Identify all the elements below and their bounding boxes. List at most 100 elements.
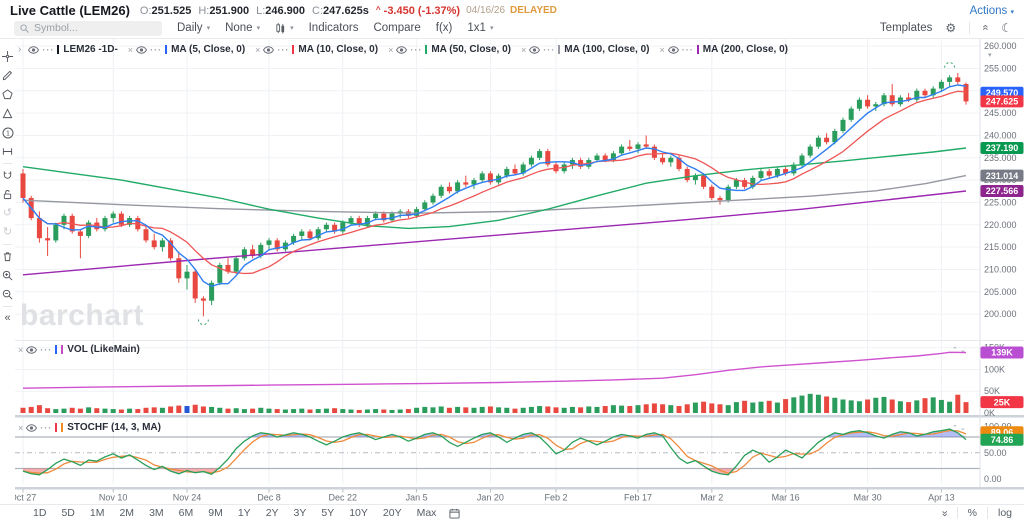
close-icon[interactable]: ×	[255, 44, 261, 55]
compare-button[interactable]: Compare	[373, 22, 421, 34]
triangle-icon[interactable]	[0, 104, 15, 123]
symbol-title: Live Cattle (LEM26)	[10, 3, 130, 18]
scroll-to-recent-icon[interactable]: »	[938, 510, 951, 516]
range-button-5y[interactable]: 5Y	[321, 507, 335, 519]
chart-type-select[interactable]: ▾	[275, 22, 294, 34]
quote-change: ^ -3.450 (-1.37%)	[375, 4, 461, 17]
collapse-up-icon[interactable]: »	[979, 25, 992, 31]
indicators-button[interactable]: Indicators	[308, 22, 359, 34]
volume-pane-resize-icons[interactable]: ⌃⌄	[952, 347, 968, 354]
legend-label: STOCHF (14, 3, MA)	[67, 422, 161, 433]
close-icon[interactable]: ×	[18, 344, 24, 355]
eye-icon[interactable]	[396, 45, 408, 54]
close-icon[interactable]: ×	[127, 44, 134, 55]
stoch-pane[interactable]	[15, 428, 980, 476]
eye-icon[interactable]	[529, 45, 541, 54]
range-button-20y[interactable]: 20Y	[382, 507, 402, 519]
pattern-icon[interactable]	[0, 142, 15, 161]
axis-badge	[980, 346, 1024, 359]
axis-badge	[980, 396, 1024, 409]
tool-select[interactable]: None ▾	[225, 22, 261, 34]
zoom-in-icon[interactable]	[0, 266, 15, 285]
calendar-icon[interactable]	[449, 508, 460, 519]
range-button-1m[interactable]: 1M	[89, 507, 105, 519]
svg-text:Mar 30: Mar 30	[854, 493, 882, 503]
zoom-out-icon[interactable]	[0, 285, 15, 304]
series-color-swatch	[165, 45, 168, 54]
range-button-10y[interactable]: 10Y	[349, 507, 368, 519]
close-icon[interactable]: ×	[521, 44, 527, 55]
grid-layout-select[interactable]: 1x1 ▾	[467, 22, 494, 34]
more-options-icon[interactable]: ···	[543, 44, 556, 55]
settings-gear-icon[interactable]: ⚙	[945, 21, 957, 35]
dark-mode-moon-icon[interactable]: ☾	[1001, 21, 1012, 35]
more-options-icon[interactable]: ···	[277, 44, 290, 55]
magnet-icon[interactable]	[0, 166, 15, 185]
rail-divider	[3, 163, 12, 164]
range-button-max[interactable]: Max	[416, 507, 437, 519]
search-input[interactable]: Symbol...	[14, 20, 162, 36]
price-pane[interactable]	[20, 62, 969, 325]
volume-pane[interactable]	[20, 351, 969, 413]
close-icon[interactable]: ×	[18, 422, 24, 433]
percent-scale-button[interactable]: %	[967, 507, 977, 519]
undo-icon[interactable]: ↺	[2, 207, 13, 219]
time-axis[interactable]: Oct 27 Nov 10 Nov 24 Dec 8 Dec 22 Jan 5 Jan 20…	[15, 489, 955, 503]
stoch-pane-resize-icons[interactable]: ⌃⌄	[952, 425, 968, 432]
shapes-icon[interactable]	[0, 85, 15, 104]
period-select[interactable]: Daily ▾	[177, 22, 211, 34]
signal-marker	[944, 62, 956, 68]
range-button-6m[interactable]: 6M	[178, 507, 194, 519]
pane-expand-icon[interactable]: ›	[18, 44, 22, 55]
actions-menu[interactable]: Actions ▾	[969, 4, 1014, 17]
overbought-fill	[23, 429, 966, 437]
range-button-9m[interactable]: 9M	[208, 507, 223, 519]
eye-icon[interactable]	[667, 45, 679, 54]
more-options-icon[interactable]: ···	[40, 422, 53, 433]
eye-icon[interactable]	[26, 423, 38, 432]
range-button-2m[interactable]: 2M	[119, 507, 135, 519]
range-button-1y[interactable]: 1Y	[237, 507, 251, 519]
svg-text:0.00: 0.00	[984, 474, 1002, 484]
close-icon[interactable]: ×	[388, 44, 394, 55]
legend-item: × ··· MA (200, Close, 0)	[659, 44, 787, 55]
more-options-icon[interactable]: ···	[42, 44, 55, 55]
more-options-icon[interactable]: ···	[40, 344, 53, 355]
range-button-3y[interactable]: 3Y	[293, 507, 307, 519]
range-button-3m[interactable]: 3M	[149, 507, 164, 519]
ma5-line	[22, 84, 967, 288]
price-axis[interactable]: 260.000255.000250.000245.000240.000235.0…	[980, 41, 1024, 484]
crosshair-icon[interactable]	[0, 47, 15, 66]
trash-icon[interactable]	[0, 247, 15, 266]
pane-dividers[interactable]	[15, 39, 1024, 490]
more-options-icon[interactable]: ···	[150, 44, 163, 55]
more-options-icon[interactable]: ···	[681, 44, 694, 55]
redo-icon[interactable]: ↻	[2, 226, 13, 238]
legend-item: ··· LEM26 -1D-	[28, 44, 118, 55]
eye-icon[interactable]	[263, 45, 275, 54]
series-color-swatch	[696, 45, 699, 54]
more-options-icon[interactable]: ···	[410, 44, 423, 55]
range-button-5d[interactable]: 5D	[61, 507, 75, 519]
expressions-button[interactable]: f(x)	[435, 22, 453, 34]
collapse-icon[interactable]: «	[4, 312, 11, 324]
chart-canvas[interactable]: 260.000255.000250.000245.000240.000235.0…	[15, 39, 1024, 504]
range-button-2y[interactable]: 2Y	[265, 507, 279, 519]
unlock-icon[interactable]	[0, 185, 15, 204]
svg-text:245.000: 245.000	[984, 108, 1017, 118]
log-scale-button[interactable]: log	[997, 507, 1012, 519]
annotation-one-icon[interactable]: 1	[0, 123, 15, 142]
close-icon[interactable]: ×	[659, 44, 665, 55]
eye-icon[interactable]	[136, 45, 148, 54]
svg-text:89.06: 89.06	[991, 427, 1014, 437]
range-button-1d[interactable]: 1D	[33, 507, 47, 519]
eye-icon[interactable]	[28, 45, 40, 54]
chevron-down-icon: ▾	[489, 25, 494, 32]
legend-item: × ··· MA (50, Close, 0)	[388, 44, 511, 55]
legend-item: × ··· MA (100, Close, 0)	[521, 44, 649, 55]
draw-icon[interactable]	[0, 66, 15, 85]
axis-dropdown-icon[interactable]: ▾	[988, 52, 992, 59]
svg-text:139K: 139K	[991, 348, 1013, 358]
eye-icon[interactable]	[26, 345, 38, 354]
templates-button[interactable]: Templates	[879, 22, 933, 34]
